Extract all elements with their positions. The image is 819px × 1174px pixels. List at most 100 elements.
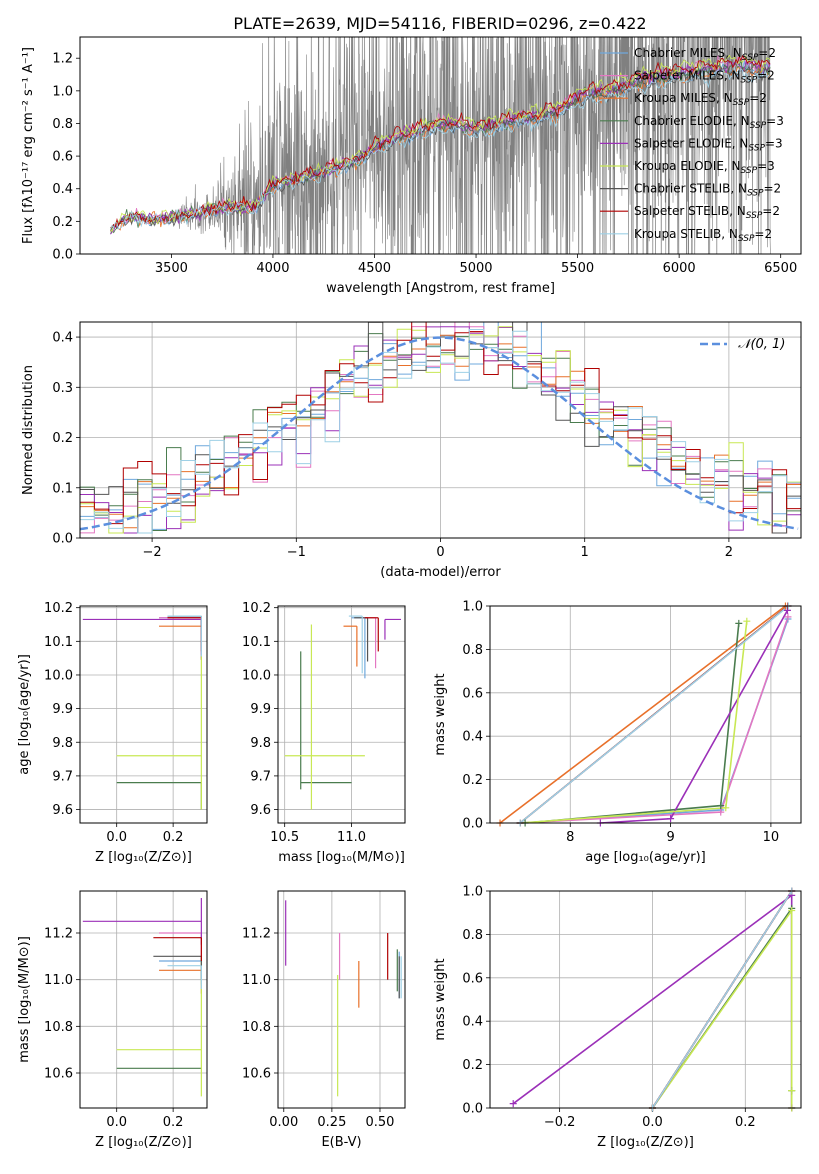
x-tick-label: 0.2	[163, 1115, 184, 1130]
massweight-line-4	[600, 609, 789, 823]
y-axis-label: mass weight	[433, 958, 448, 1040]
x-tick-label: 0.2	[163, 830, 184, 845]
y-tick-label: 10.0	[242, 668, 271, 683]
y-tick-label: 9.8	[250, 736, 271, 751]
y-tick-label: 10.2	[242, 601, 271, 616]
x-axis-label: Z [log₁₀(Z/Z⊙)]	[95, 1135, 192, 1150]
y-axis-label: mass [log₁₀(M/M⊙)]	[17, 936, 32, 1063]
x-tick-label: 0	[436, 545, 444, 560]
y-tick-label: 0.8	[462, 928, 483, 943]
y-tick-label: 0.6	[52, 150, 73, 165]
x-tick-label: 5000	[459, 261, 492, 276]
plot-spectrum: 3500 4000 4500 5000 5500 6000 6500 0.0 0.2 0.4 0.6…	[21, 36, 802, 296]
plot-massweight-vs-Z: −0.2 0.0 0.2 0.0 0.2 0.4 0.6 0.8 1.0 Z [log₁₀(Z/Z…	[433, 885, 802, 1150]
y-tick-label: 1.0	[462, 600, 483, 615]
x-tick-label: 0.0	[106, 1115, 127, 1130]
legend-subscript: SSP	[742, 53, 759, 63]
legend-label-4: Salpeter ELODIE, NSSP=3	[634, 136, 783, 153]
residual-histogram-8	[80, 329, 801, 534]
y-tick-label: 0.4	[462, 1015, 483, 1030]
model-line-6	[110, 64, 771, 231]
y-tick-label: 11.0	[242, 973, 271, 988]
y-tick-label: 10.6	[242, 1067, 271, 1082]
y-tick-label: 10.0	[44, 668, 73, 683]
y-tick-label: 10.8	[242, 1020, 271, 1035]
x-tick-label: 4500	[358, 261, 391, 276]
legend-subscript: SSP	[748, 143, 765, 153]
axes-frame	[79, 605, 208, 824]
y-tick-label: 0.4	[52, 182, 73, 197]
plot-area	[499, 606, 790, 823]
x-tick-label: −2	[143, 545, 162, 560]
massweight-marker	[717, 808, 725, 816]
massweight-line-8	[519, 606, 790, 823]
axes-frame	[79, 321, 802, 539]
y-tick-label: 0.2	[52, 215, 73, 230]
model-line-7	[110, 54, 771, 229]
massweight-marker	[722, 804, 730, 812]
y-tick-label: 11.0	[44, 973, 73, 988]
plot-mass-vs-Z: 0.0 0.2 10.6 10.8 11.0 11.2 Z [log₁₀(Z/Z⊙)] mas…	[17, 890, 208, 1150]
legend-label-7: Salpeter STELIB, NSSP=2	[634, 204, 780, 221]
legend-label-3: Chabrier ELODIE, NSSP=3	[634, 114, 784, 131]
legend-label-0: Chabrier MILES, NSSP=2	[634, 46, 776, 63]
x-axis-label: age [log₁₀(age/yr)]	[585, 850, 706, 865]
x-tick-label: 1	[581, 545, 589, 560]
plot-area	[512, 891, 793, 1108]
y-tick-label: 10.1	[242, 635, 271, 650]
axes-frame	[489, 605, 802, 824]
x-tick-label: 10.5	[270, 830, 299, 845]
massweight-marker	[735, 619, 743, 627]
y-tick-label: 0.8	[52, 117, 73, 132]
y-axis-label: Normed distribution	[21, 365, 36, 495]
massweight-line-5	[651, 907, 793, 1108]
legend-subscript: SSP	[738, 234, 755, 244]
y-tick-label: 9.7	[52, 769, 73, 784]
x-tick-label: 2	[725, 545, 733, 560]
y-tick-label: 1.2	[52, 52, 73, 67]
y-tick-label: 0.2	[462, 1058, 483, 1073]
plot-age-vs-Z: 0.0 0.2 9.6 9.7 9.8 9.9 10.0 10.1 10.2 Z [log₁₀(Z…	[17, 601, 208, 865]
plot-massweight-vs-age: 8 9 10 0.0 0.2 0.4 0.6 0.8 1.0 age [log₁₀(age/yr)…	[433, 600, 802, 865]
massweight-marker	[788, 907, 796, 915]
y-tick-label: 9.6	[250, 803, 271, 818]
plot-area	[82, 615, 202, 810]
y-axis-label: mass weight	[433, 673, 448, 755]
x-tick-label: −1	[287, 545, 306, 560]
legend-label-1: Salpeter MILES, NSSP=2	[634, 69, 775, 86]
x-tick-label: 10	[763, 830, 780, 845]
y-tick-label: 9.6	[52, 803, 73, 818]
y-axis-label: age [log₁₀(age/yr)]	[17, 654, 32, 775]
gaussian-legend-label: 𝒩(0, 1)	[738, 337, 785, 352]
y-tick-label: 0.6	[462, 971, 483, 986]
legend-count: =2	[749, 91, 767, 105]
legend-subscript: SSP	[733, 98, 750, 108]
legend-count: =3	[766, 114, 784, 128]
legend-subscript: SSP	[750, 121, 767, 131]
massweight-marker	[784, 613, 792, 621]
y-tick-label: 0.4	[462, 730, 483, 745]
massweight-line-1	[520, 616, 789, 823]
x-tick-label: 4000	[256, 261, 289, 276]
residual-histogram-4	[80, 326, 801, 534]
massweight-marker	[788, 1087, 796, 1095]
legend-count: =2	[758, 46, 776, 60]
y-tick-label: 9.8	[52, 736, 73, 751]
x-tick-label: 0.0	[106, 830, 127, 845]
observed-spectrum-line	[110, 37, 771, 254]
legend-label-8: Kroupa STELIB, NSSP=2	[634, 227, 772, 244]
x-axis-label: Z [log₁₀(Z/Z⊙)]	[597, 1135, 694, 1150]
plot-area	[82, 898, 202, 1097]
y-tick-label: 0.2	[462, 773, 483, 788]
x-tick-label: 8	[566, 830, 574, 845]
y-tick-label: 0.0	[462, 1102, 483, 1117]
gaussian-reference-line	[80, 336, 799, 531]
figure-title: PLATE=2639, MJD=54116, FIBERID=0296, z=0…	[233, 14, 646, 33]
y-tick-label: 10.1	[44, 635, 73, 650]
legend-count: =2	[754, 227, 772, 241]
y-tick-label: 10.8	[44, 1020, 73, 1035]
plot-area	[285, 900, 402, 1097]
y-tick-label: 1.0	[52, 84, 73, 99]
y-tick-label: 11.2	[44, 927, 73, 942]
